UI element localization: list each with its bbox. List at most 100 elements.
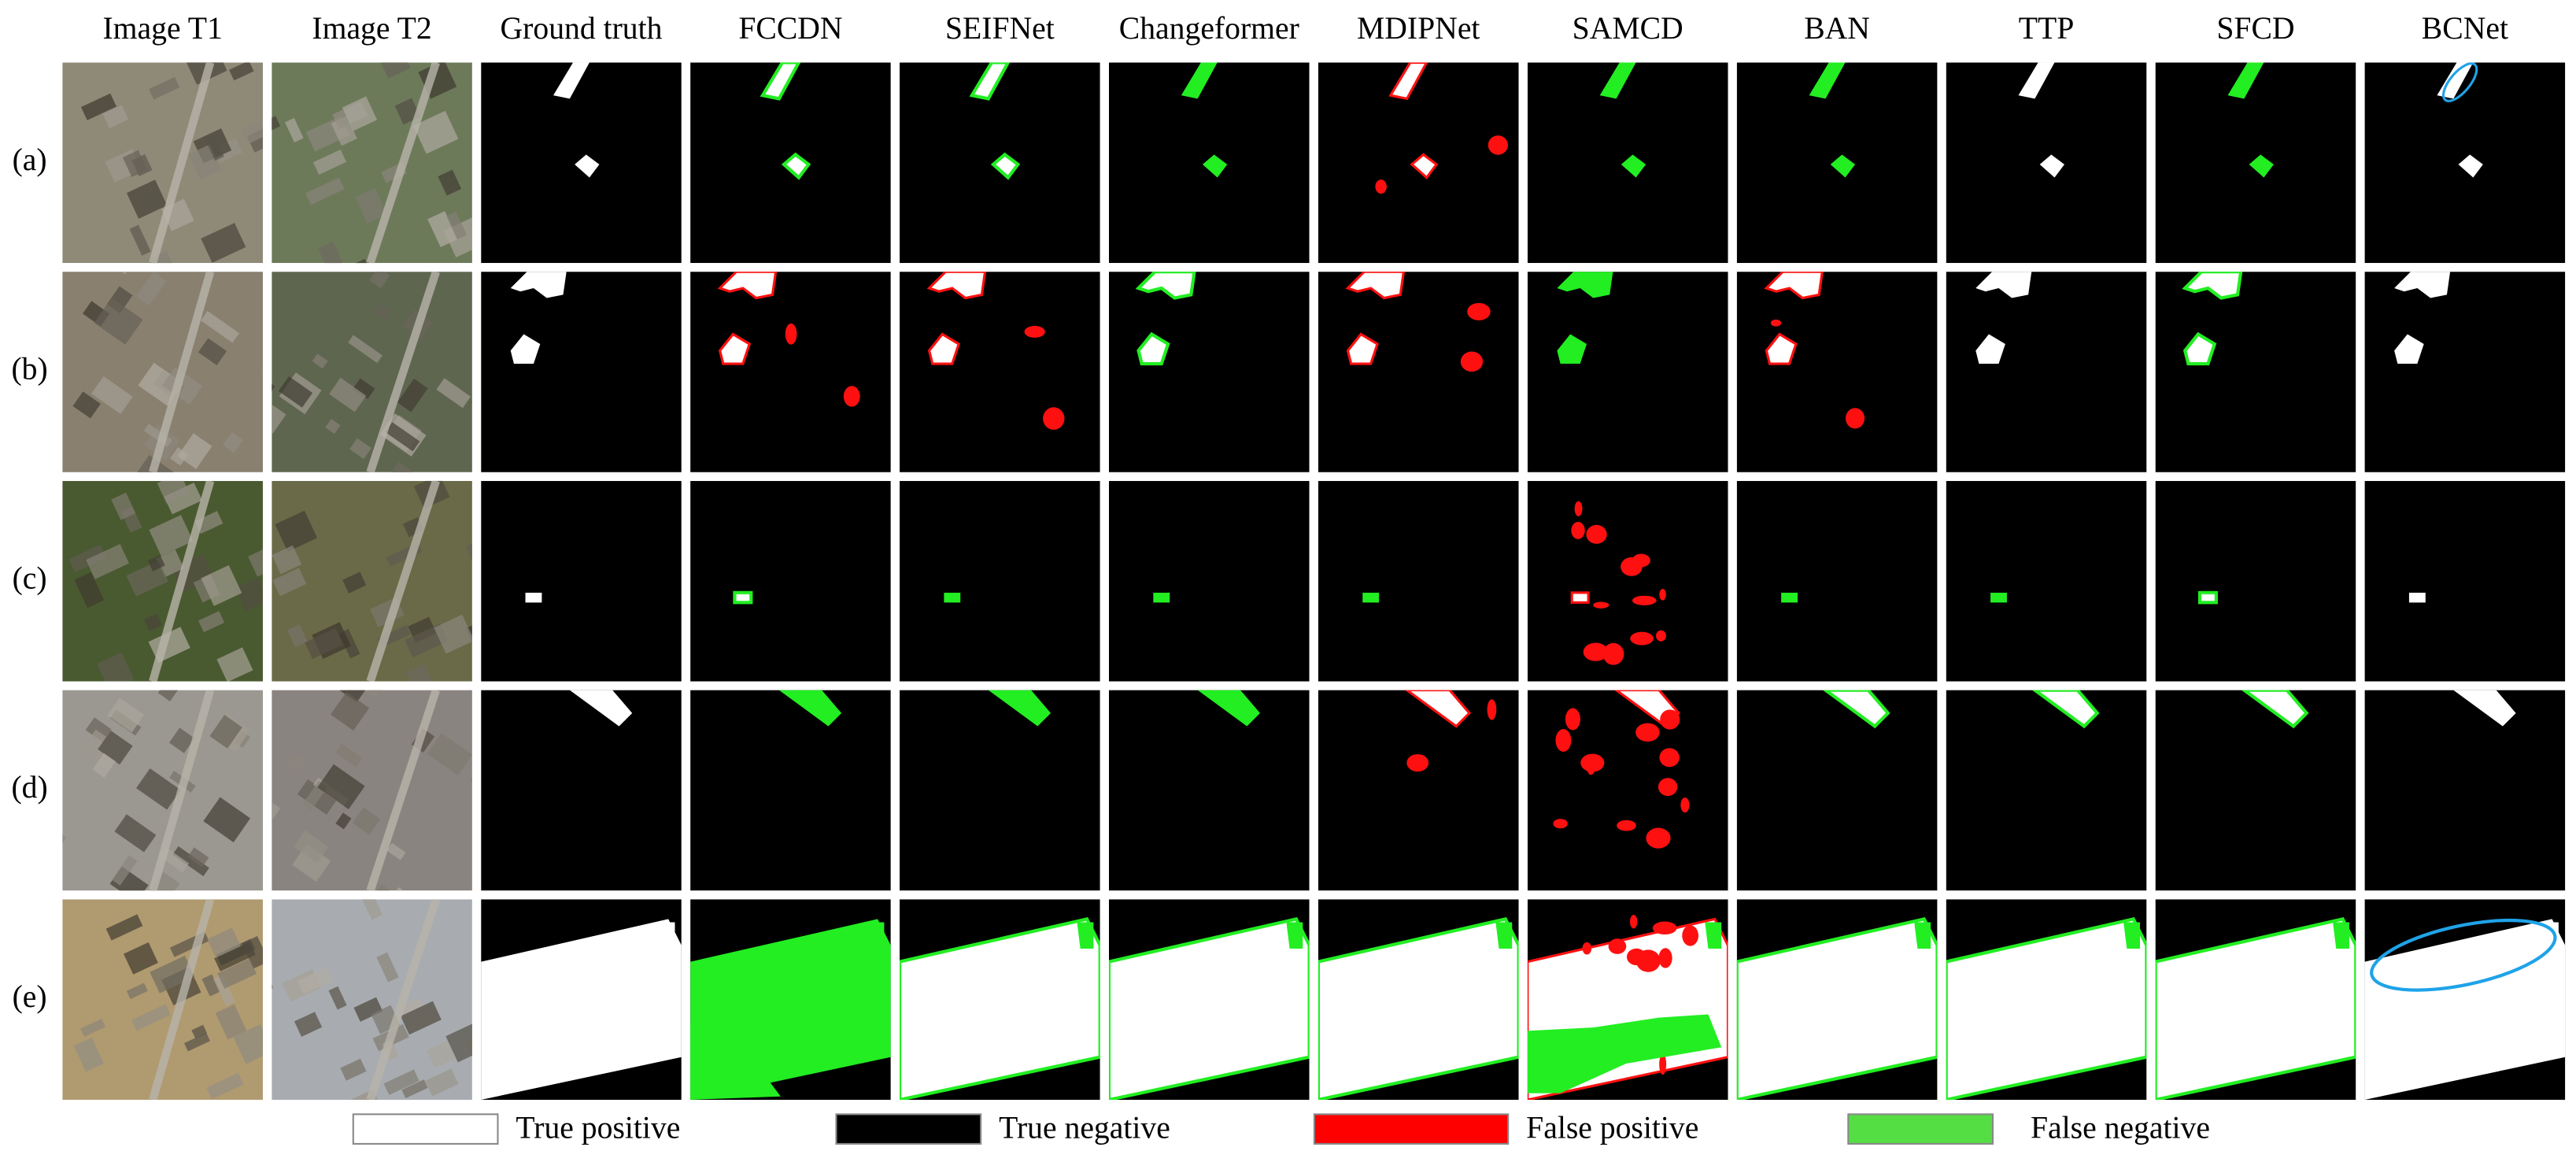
- image-detail: [353, 807, 381, 835]
- false-blob: [1656, 630, 1666, 642]
- change-region: [2453, 690, 2516, 727]
- image-detail: [329, 377, 367, 413]
- panel: [272, 690, 472, 891]
- road: [366, 480, 440, 682]
- false-blob: [1621, 557, 1643, 576]
- false-blob: [1553, 819, 1568, 829]
- change-map: [1527, 690, 1728, 891]
- image-detail: [72, 391, 101, 419]
- image-detail: [335, 812, 352, 830]
- change-region: [778, 690, 842, 727]
- image-detail: [353, 997, 383, 1022]
- panel: [690, 480, 891, 682]
- panel-content: [1108, 690, 1310, 891]
- legend-label: False positive: [1526, 1110, 1698, 1145]
- image-detail: [286, 624, 308, 648]
- image-detail: [124, 942, 158, 975]
- change-map: [690, 480, 891, 682]
- road: [366, 690, 440, 891]
- panel: [1108, 62, 1310, 264]
- image-detail: [126, 983, 148, 1000]
- image-detail: [201, 223, 246, 263]
- false-blob: [1845, 408, 1865, 429]
- panel-content: [2155, 899, 2356, 1100]
- panel: [1108, 272, 1310, 472]
- road: [149, 899, 215, 1100]
- change-region: [525, 592, 542, 603]
- change-region: [2018, 62, 2055, 99]
- missed-edge: [1822, 690, 1890, 729]
- image-detail: [143, 613, 163, 632]
- change-map: [690, 272, 891, 472]
- panel: [2364, 899, 2566, 1100]
- road: [366, 272, 440, 472]
- image-detail: [427, 733, 472, 775]
- change-map: [1946, 690, 2147, 891]
- image-detail: [349, 438, 371, 460]
- change-region: [510, 334, 541, 365]
- change-map: [1736, 480, 1938, 682]
- row-label: (d): [11, 770, 47, 805]
- change-map: [1736, 690, 1938, 891]
- image-detail: [465, 540, 472, 572]
- image-detail: [122, 150, 148, 177]
- panel: [1736, 62, 1938, 264]
- panel-content: [62, 899, 263, 1100]
- image-detail: [201, 310, 239, 343]
- image-detail: [305, 627, 344, 660]
- panel: [1736, 480, 1938, 682]
- false-blob: [1682, 925, 1699, 946]
- false-blob: [1659, 589, 1666, 601]
- change-region: [944, 592, 961, 603]
- panel: [1736, 690, 1938, 891]
- change-region: [575, 154, 600, 178]
- panel: [1318, 899, 1519, 1100]
- false-blob: [1574, 501, 1583, 516]
- missed-edge: [990, 152, 1021, 180]
- image-detail: [312, 149, 347, 175]
- change-region: [1946, 919, 2147, 1100]
- false-blob: [1635, 723, 1660, 742]
- missed-edge: [1136, 331, 1170, 366]
- missed-edge: [733, 590, 753, 605]
- change-region: [1318, 919, 1519, 1100]
- image-detail: [198, 338, 227, 366]
- legend-label: True positive: [516, 1110, 680, 1145]
- image-detail: [216, 647, 253, 682]
- panel: [900, 480, 1100, 682]
- change-region: [1825, 690, 1888, 727]
- column-header: SAMCD: [1573, 11, 1683, 46]
- false-blob: [1658, 778, 1678, 797]
- panel: [272, 899, 472, 1100]
- false-blob: [1680, 797, 1690, 812]
- panel-content: [272, 480, 472, 682]
- false-edge: [926, 272, 987, 300]
- image-detail: [272, 395, 286, 434]
- panel: [1527, 899, 1728, 1100]
- image-detail: [92, 753, 116, 778]
- change-map: [2155, 480, 2356, 682]
- false-blob: [1630, 631, 1654, 646]
- panel: [1736, 899, 1938, 1100]
- legend-label: True negative: [999, 1110, 1170, 1145]
- missed-edge: [2155, 916, 2356, 1100]
- image-detail: [217, 958, 257, 989]
- change-region: [2394, 272, 2451, 298]
- image-detail: [275, 510, 318, 552]
- image-detail: [233, 1023, 263, 1064]
- image-detail: [133, 454, 179, 472]
- image-detail: [375, 305, 391, 320]
- panel-content: [1736, 62, 1938, 264]
- image-detail: [353, 378, 375, 399]
- image-detail: [183, 1032, 211, 1052]
- image-detail: [111, 492, 136, 520]
- panel-content: [900, 272, 1100, 472]
- panel-content: [2155, 480, 2356, 682]
- image-detail: [361, 899, 383, 920]
- false-edge: [927, 332, 961, 365]
- false-edge: [1527, 917, 1728, 1100]
- change-region: [2458, 154, 2483, 178]
- change-region: [1197, 690, 1261, 727]
- change-map: [2155, 272, 2356, 472]
- missed-edge: [1946, 916, 2147, 1100]
